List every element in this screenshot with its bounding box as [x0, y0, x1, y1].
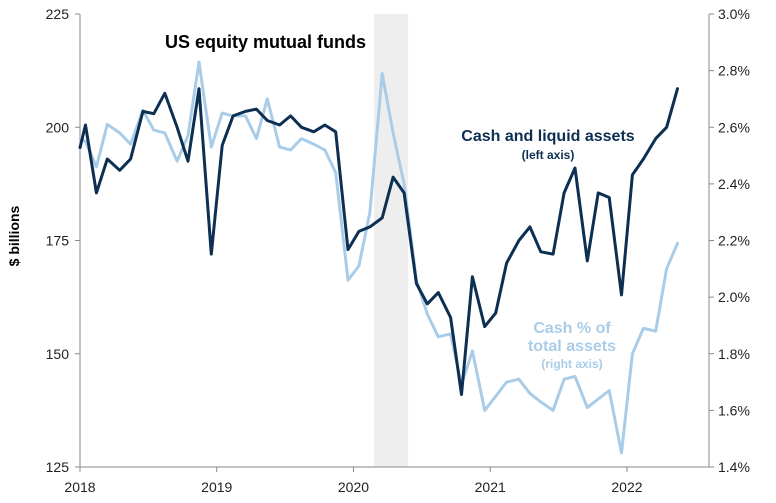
- series-label-cash-pct-line2: total assets: [528, 338, 616, 355]
- left-tick-label: 225: [46, 6, 70, 22]
- x-tick-label: 2022: [611, 479, 642, 495]
- right-tick-label: 2.6%: [718, 119, 750, 135]
- series-label-cash-liquid: Cash and liquid assets: [461, 128, 634, 145]
- series-layer: [78, 60, 679, 455]
- right-tick-label: 3.0%: [718, 6, 750, 22]
- series-note-left-axis: (left axis): [522, 148, 575, 162]
- right-tick-label: 2.8%: [718, 63, 750, 79]
- x-axis-ticks: 2018 2019 2020 2021 2022: [64, 467, 643, 495]
- left-axis-ticks: 125 150 175 200 225: [46, 6, 80, 475]
- series-line-cash-pct-assets: [78, 60, 679, 455]
- left-tick-label: 175: [46, 233, 70, 249]
- right-tick-label: 1.4%: [718, 459, 750, 475]
- left-tick-label: 125: [46, 459, 70, 475]
- series-note-right-axis: (right axis): [541, 357, 602, 371]
- left-tick-label: 200: [46, 119, 70, 135]
- x-tick-label: 2019: [201, 479, 232, 495]
- right-tick-label: 2.4%: [718, 176, 750, 192]
- right-tick-label: 2.2%: [718, 233, 750, 249]
- series-line-cash-liquid-assets: [78, 87, 679, 396]
- recession-shading: [373, 14, 409, 467]
- right-axis-ticks: 1.4% 1.6% 1.8% 2.0% 2.2% 2.4% 2.6% 2.8% 3.0%: [709, 6, 750, 475]
- x-tick-label: 2021: [475, 479, 506, 495]
- right-tick-label: 1.8%: [718, 346, 750, 362]
- left-axis-label: $ billions: [6, 205, 22, 266]
- x-tick-label: 2020: [338, 479, 369, 495]
- x-tick-label: 2018: [64, 479, 95, 495]
- series-label-cash-pct-line1: Cash % of: [533, 320, 611, 337]
- right-tick-label: 2.0%: [718, 289, 750, 305]
- right-tick-label: 1.6%: [718, 402, 750, 418]
- chart-title: US equity mutual funds: [165, 32, 366, 52]
- left-tick-label: 150: [46, 346, 70, 362]
